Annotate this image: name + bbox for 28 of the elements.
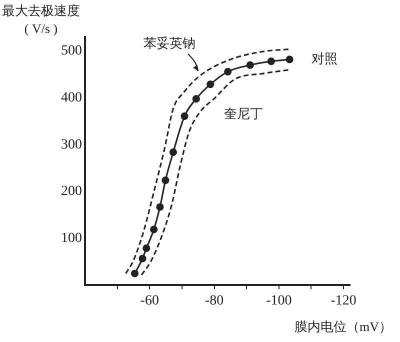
y-tick-label: 400 — [61, 90, 82, 106]
x-tick-label: -100 — [266, 293, 292, 308]
x-tick-label: -80 — [204, 293, 224, 308]
y-axis-title: 最大去极速度 ( V/s ) — [2, 2, 80, 38]
y-tick-label: 200 — [61, 184, 82, 200]
y-tick-label: 300 — [61, 137, 82, 152]
point — [180, 112, 188, 120]
series-label: 苯妥英钠 — [144, 35, 196, 50]
point — [206, 80, 214, 88]
y-tick-label: 100 — [61, 231, 82, 246]
point — [142, 244, 150, 252]
series-label: 奎尼丁 — [224, 106, 263, 122]
x-tick-label: -60 — [140, 293, 159, 308]
point — [192, 95, 200, 103]
point — [224, 68, 232, 76]
point — [246, 61, 254, 69]
y-tick-label: 500 — [61, 44, 82, 59]
point — [156, 203, 164, 211]
x-tick-label: -120 — [330, 293, 356, 308]
point — [286, 56, 294, 64]
x-axis-title: 膜内电位（mV） — [294, 318, 392, 336]
series-label: 对照 — [312, 50, 338, 66]
point — [267, 58, 275, 66]
point — [138, 254, 146, 262]
point — [162, 176, 170, 184]
point — [130, 270, 139, 278]
point — [169, 148, 178, 156]
point — [150, 226, 158, 234]
